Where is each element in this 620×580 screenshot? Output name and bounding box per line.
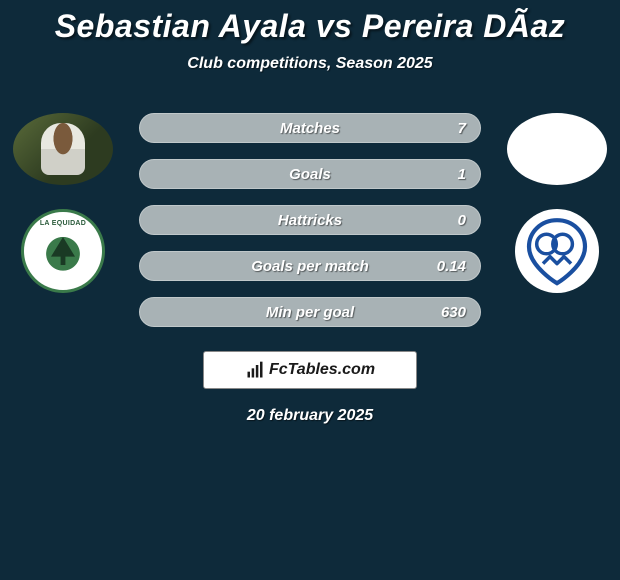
comparison-panel: Matches 7 Goals 1 Hattricks 0 Goals per … xyxy=(0,113,620,425)
stat-label: Goals per match xyxy=(251,258,369,275)
stat-label: Hattricks xyxy=(278,212,342,229)
chart-icon xyxy=(245,360,265,380)
stat-row-matches: Matches 7 xyxy=(139,113,481,143)
player-left-photo xyxy=(13,113,113,185)
stat-value-right: 1 xyxy=(458,166,466,183)
stat-label: Goals xyxy=(289,166,331,183)
equidad-tree-icon xyxy=(51,237,75,265)
brand-text: FcTables.com xyxy=(269,361,375,379)
stat-value-right: 0 xyxy=(458,212,466,229)
stat-row-min-per-goal: Min per goal 630 xyxy=(139,297,481,327)
date-text: 20 february 2025 xyxy=(0,407,620,425)
stat-row-goals-per-match: Goals per match 0.14 xyxy=(139,251,481,281)
club-right-logo xyxy=(515,209,599,293)
player-right-photo xyxy=(507,113,607,185)
left-column xyxy=(8,113,118,293)
club-left-logo xyxy=(21,209,105,293)
stat-row-goals: Goals 1 xyxy=(139,159,481,189)
stat-value-right: 7 xyxy=(458,120,466,137)
brand-box: FcTables.com xyxy=(203,351,417,389)
stat-value-right: 0.14 xyxy=(437,258,466,275)
stat-row-hattricks: Hattricks 0 xyxy=(139,205,481,235)
millonarios-crest-icon xyxy=(522,216,592,286)
page-title: Sebastian Ayala vs Pereira DÃ­az xyxy=(0,0,620,45)
subtitle: Club competitions, Season 2025 xyxy=(0,55,620,73)
stat-label: Min per goal xyxy=(266,304,354,321)
right-column xyxy=(502,113,612,293)
stat-label: Matches xyxy=(280,120,340,137)
stats-list: Matches 7 Goals 1 Hattricks 0 Goals per … xyxy=(139,113,481,327)
stat-value-right: 630 xyxy=(441,304,466,321)
